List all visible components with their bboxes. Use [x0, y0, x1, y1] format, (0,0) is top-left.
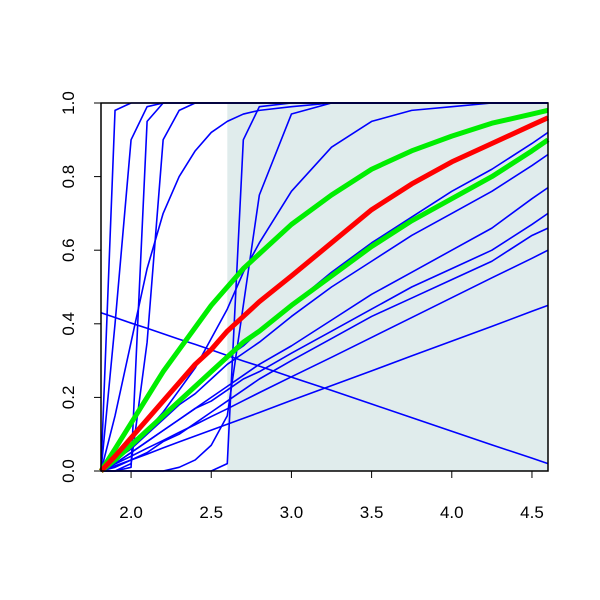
series-line: [99, 115, 550, 473]
y-tick-label: 0.0: [59, 459, 78, 483]
series-line: [100, 227, 549, 472]
series-line: [100, 312, 549, 465]
y-tick-label: 0.4: [59, 312, 78, 336]
y-tick-label: 0.6: [59, 238, 78, 262]
x-tick-label: 3.5: [360, 503, 384, 522]
series-line: [100, 153, 549, 472]
x-tick-label: 2.0: [119, 503, 143, 522]
x-tick-label: 4.5: [520, 503, 544, 522]
series-line: [99, 137, 550, 473]
y-tick-label: 0.2: [59, 386, 78, 410]
x-tick-label: 3.0: [280, 503, 304, 522]
x-tick-label: 2.5: [199, 503, 223, 522]
y-tick-label: 1.0: [59, 91, 78, 115]
series-line: [100, 249, 549, 472]
series-line: [100, 304, 549, 472]
y-tick-label: 0.8: [59, 165, 78, 189]
x-tick-label: 4.0: [440, 503, 464, 522]
series-line: [98, 107, 549, 473]
plot-frame: [100, 102, 549, 472]
series-line: [100, 212, 549, 472]
